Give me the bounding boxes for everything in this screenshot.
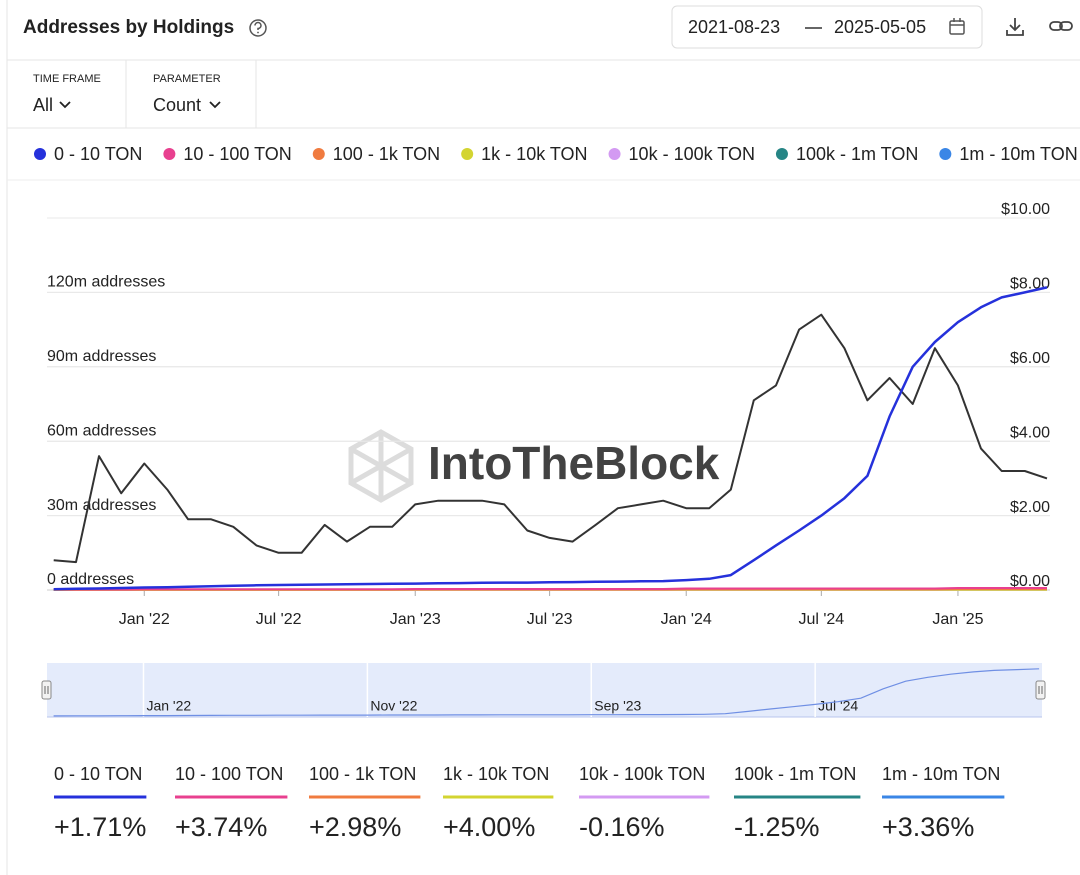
navigator-handle[interactable] (41, 680, 52, 700)
link-icon[interactable] (1049, 21, 1073, 31)
chevron (59, 101, 71, 109)
legend-marker[interactable] (34, 148, 46, 160)
legend-label[interactable]: 100 - 1k TON (333, 144, 440, 164)
legend-marker[interactable] (312, 148, 325, 160)
y-tick-label: 0 addresses (47, 571, 134, 588)
summary-change: +4.00% (443, 812, 535, 842)
chevron (209, 101, 221, 109)
legend: 0 - 10 TON 10 - 100 TON 100 - 1k TON 1k - 1… (34, 144, 1078, 164)
watermark: IntoTheBlock (428, 437, 720, 489)
x-tick-label: Jan '24 (661, 611, 712, 628)
y2-tick-label: $0.00 (1010, 573, 1050, 590)
series-line (53, 587, 1047, 591)
legend-label[interactable]: 10k - 100k TON (629, 144, 755, 164)
navigator-handle[interactable] (1035, 680, 1046, 700)
summary-name: 100 - 1k TON (309, 764, 416, 784)
summary-name: 0 - 10 TON (54, 764, 142, 784)
legend-marker[interactable] (461, 148, 474, 160)
control-value[interactable]: Count (153, 95, 201, 115)
legend-label[interactable]: 1m - 10m TON (959, 144, 1077, 164)
y-tick-label: 60m addresses (47, 422, 156, 439)
price-line (53, 313, 1048, 564)
x-tick-label: Jan '23 (390, 611, 441, 628)
legend-marker[interactable] (608, 148, 621, 160)
summary-name: 10k - 100k TON (579, 764, 705, 784)
legend-marker[interactable] (163, 148, 176, 160)
summary-name: 1m - 10m TON (882, 764, 1000, 784)
y-tick-label: 90m addresses (47, 348, 156, 365)
y2-tick-label: $10.00 (1001, 201, 1050, 218)
navigator-label: Sep '23 (594, 698, 641, 714)
y-tick-label: 120m addresses (47, 274, 165, 291)
navigator-line (53, 668, 1040, 717)
x-tick-label: Jan '22 (119, 611, 170, 628)
x-tick-label: Jul '24 (798, 611, 844, 628)
control-value[interactable]: All (33, 95, 53, 115)
legend-label[interactable]: 100k - 1m TON (796, 144, 918, 164)
date-end: 2025-05-05 (834, 17, 926, 37)
calendar-icon[interactable] (949, 18, 965, 35)
legend-label[interactable]: 1k - 10k TON (481, 144, 587, 164)
legend-marker[interactable] (775, 148, 788, 160)
navigator-content: Jan '22 Nov '22 Sep '23 Jul '24 (53, 663, 1040, 717)
summary-name: 10 - 100 TON (175, 764, 283, 784)
summary-change: +3.36% (882, 812, 974, 842)
date-range[interactable] (671, 5, 983, 49)
summary-change: +1.71% (54, 812, 146, 842)
y2-tick-label: $2.00 (1010, 499, 1050, 516)
summary-name: 100k - 1m TON (734, 764, 856, 784)
x-tick-label: Jan '25 (932, 611, 983, 628)
control-label: PARAMETER (153, 73, 221, 85)
legend-label[interactable]: 0 - 10 TON (54, 144, 142, 164)
legend-marker[interactable] (939, 148, 952, 160)
navigator[interactable] (47, 663, 1042, 717)
y-tick-label: 30m addresses (47, 497, 156, 514)
summary-change: -0.16% (579, 812, 665, 842)
navigator-label: Jul '24 (818, 698, 858, 714)
watermark-logo (348, 429, 414, 503)
summary-change: +2.98% (309, 812, 401, 842)
navigator-label: Nov '22 (370, 698, 417, 714)
summary-change: -1.25% (734, 812, 820, 842)
summary-change: +3.74% (175, 812, 267, 842)
navigator-label: Jan '22 (146, 698, 191, 714)
legend-label[interactable]: 10 - 100 TON (183, 144, 291, 164)
title: Addresses by Holdings (23, 17, 234, 38)
y2-tick-label: $4.00 (1010, 424, 1050, 441)
control-label: TIME FRAME (33, 73, 101, 85)
x-tick-label: Jul '22 (256, 611, 302, 628)
y2-tick-label: $6.00 (1010, 350, 1050, 367)
date-start: 2021-08-23 (688, 17, 780, 37)
help-icon[interactable] (249, 19, 267, 37)
download-icon[interactable] (1006, 18, 1024, 36)
plot: 0 addresses 30m addresses 60m addresses 90m… (47, 201, 1050, 628)
x-tick-label: Jul '23 (527, 611, 573, 628)
series-line (53, 286, 1048, 591)
summary-name: 1k - 10k TON (443, 764, 549, 784)
summary: 0 - 10 TON +1.71% 10 - 100 TON +3.74% 100 - … (54, 764, 1005, 842)
